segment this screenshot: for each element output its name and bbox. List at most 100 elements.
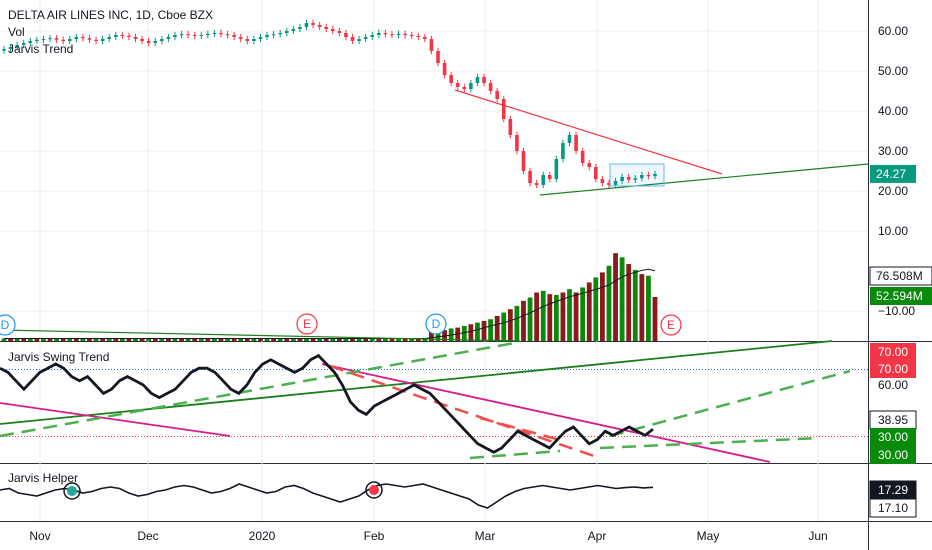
price-candle bbox=[173, 31, 177, 41]
volume-bar bbox=[593, 277, 599, 341]
price-candle bbox=[225, 31, 230, 39]
time-tick-label: Jun bbox=[808, 529, 827, 543]
volume-bar bbox=[613, 253, 618, 341]
volume-bar bbox=[133, 338, 138, 341]
price-candle bbox=[377, 29, 381, 39]
volume-bar bbox=[152, 338, 158, 341]
volume-bar bbox=[553, 295, 559, 341]
dividend-marker-2[interactable]: D bbox=[425, 313, 447, 335]
swing-green-dashed-3 bbox=[609, 369, 851, 438]
volume-bar bbox=[113, 338, 119, 341]
trend-indicator-label: Jarvis Trend bbox=[8, 42, 73, 56]
price-candle bbox=[383, 29, 388, 38]
price-candle bbox=[212, 29, 217, 37]
volume-bar bbox=[73, 338, 79, 341]
swing-trend-line bbox=[0, 353, 654, 454]
swing-trend-series bbox=[0, 353, 654, 454]
svg-text:17.29: 17.29 bbox=[878, 483, 908, 497]
price-candle bbox=[580, 147, 585, 167]
volume-bar bbox=[527, 297, 533, 341]
helper-buy-signal bbox=[63, 482, 81, 500]
volume-bar bbox=[606, 265, 612, 341]
svg-text:52.594M: 52.594M bbox=[876, 289, 923, 303]
swing-green-dashed-2 bbox=[469, 449, 561, 460]
svg-text:38.95: 38.95 bbox=[878, 413, 908, 427]
volume-bar bbox=[382, 338, 388, 341]
time-tick-label: Apr bbox=[588, 529, 607, 543]
svg-text:70.00: 70.00 bbox=[878, 362, 908, 376]
volume-bar bbox=[119, 338, 125, 341]
volume-bar bbox=[54, 338, 60, 341]
earnings-marker-1[interactable]: E bbox=[296, 313, 318, 335]
dividend-marker-1[interactable]: D bbox=[0, 314, 16, 336]
volume-bar bbox=[106, 338, 112, 341]
vol-indicator-label: Vol bbox=[8, 25, 25, 39]
price-candle bbox=[587, 159, 592, 171]
swing-tick-label: 70.00 bbox=[870, 360, 916, 378]
swing-pane-title: Jarvis Swing Trend bbox=[8, 350, 109, 364]
price-candle bbox=[278, 29, 282, 38]
volume-bar bbox=[567, 289, 572, 341]
price-candle bbox=[455, 79, 460, 91]
price-candle bbox=[508, 115, 513, 139]
swing-tick-label: 70.00 bbox=[870, 343, 916, 361]
price-candle bbox=[515, 131, 519, 155]
swing-axis[interactable]: 70.00 70.00 60.00 38.95 30.00 30.00 bbox=[869, 343, 917, 464]
price-candle bbox=[15, 41, 19, 51]
price-candle bbox=[409, 31, 414, 39]
price-candle bbox=[252, 35, 256, 45]
svg-text:17.10: 17.10 bbox=[878, 501, 908, 515]
svg-text:E: E bbox=[667, 318, 675, 332]
price-candle bbox=[390, 31, 394, 39]
last-price-tag: 24.27 bbox=[870, 164, 916, 183]
price-candle bbox=[160, 35, 164, 45]
volume-bar bbox=[330, 338, 336, 341]
price-candle bbox=[528, 167, 532, 187]
helper-tick-label: 17.29 bbox=[869, 480, 917, 500]
volume-bar bbox=[165, 338, 171, 341]
price-candle bbox=[284, 27, 289, 37]
svg-text:E: E bbox=[303, 317, 311, 331]
price-tick-label: 20.00 bbox=[878, 184, 908, 198]
price-candle bbox=[291, 25, 296, 35]
price-candle bbox=[219, 29, 223, 38]
price-candle bbox=[258, 33, 263, 43]
price-candle bbox=[186, 31, 190, 39]
helper-axis[interactable]: 17.29 17.10 bbox=[869, 480, 917, 518]
volume-bar bbox=[494, 315, 500, 341]
swing-pink-line-left bbox=[0, 402, 231, 437]
price-candle bbox=[311, 19, 315, 29]
volume-bar bbox=[475, 322, 480, 341]
volume-bar bbox=[34, 338, 40, 341]
earnings-marker-2[interactable]: E bbox=[660, 314, 682, 336]
price-candle bbox=[344, 29, 348, 41]
volume-bar bbox=[60, 338, 66, 341]
price-candle bbox=[35, 36, 39, 45]
svg-text:D: D bbox=[432, 317, 441, 331]
price-candle bbox=[271, 31, 276, 39]
time-axis[interactable]: Nov Dec 2020 Feb Mar Apr May Jun bbox=[29, 529, 827, 543]
volume-bar bbox=[80, 338, 86, 341]
volume-bar bbox=[468, 324, 474, 341]
volume-bar bbox=[126, 338, 132, 341]
grid bbox=[0, 0, 868, 521]
price-candle bbox=[620, 173, 624, 185]
volume-bar bbox=[218, 338, 224, 341]
volume-bar bbox=[481, 320, 487, 341]
swing-red-dashed-1 bbox=[329, 364, 601, 460]
volume-bar bbox=[514, 305, 520, 341]
volume-tag: 76.508M bbox=[869, 266, 932, 286]
helper-series bbox=[0, 483, 654, 509]
price-candle bbox=[541, 171, 546, 189]
last-price-text: 24.27 bbox=[876, 167, 906, 181]
volume-bar bbox=[435, 329, 441, 341]
time-tick-label: Feb bbox=[364, 529, 385, 543]
volume-bar bbox=[343, 338, 349, 341]
volume-bar bbox=[139, 338, 145, 341]
price-candle bbox=[495, 87, 499, 103]
volume-bar bbox=[67, 338, 73, 341]
price-candles bbox=[2, 19, 657, 189]
event-markers[interactable]: D E D E bbox=[0, 313, 682, 336]
volume-bar bbox=[501, 312, 507, 341]
price-axis[interactable]: 60.00 50.00 40.00 30.00 20.00 10.00 −10.00 24.2… bbox=[870, 24, 916, 318]
